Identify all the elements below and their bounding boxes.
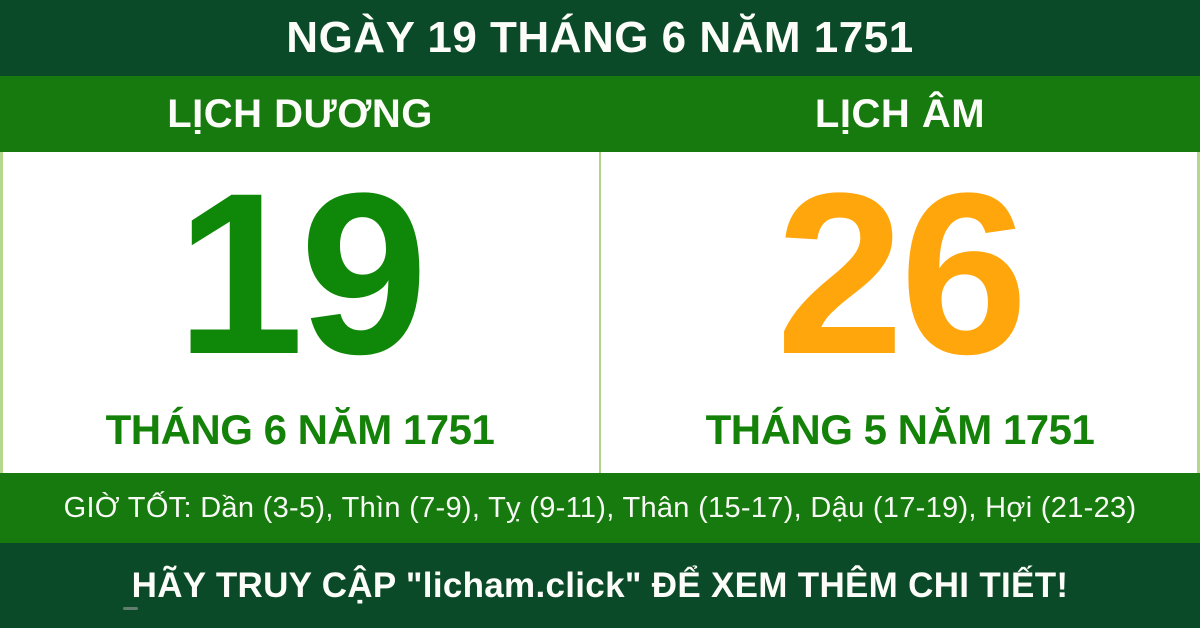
solar-panel: 19 THÁNG 6 NĂM 1751 [0,152,600,473]
lunar-calendar-label: LỊCH ÂM [814,91,986,136]
solar-day-number: 19 [176,145,428,402]
solar-calendar-header: LỊCH DƯƠNG [0,76,600,152]
solar-month-year: THÁNG 6 NĂM 1751 [105,406,495,453]
good-hours-bar: GIỜ TỐT: Dần (3-5), Thìn (7-9), Tỵ (9-11… [0,473,1200,543]
calendar-type-header: LỊCH DƯƠNG LỊCH ÂM [0,76,1200,152]
lunar-month-year: THÁNG 5 NĂM 1751 [705,406,1095,453]
artifact-mark [123,607,138,610]
calendar-panels: 19 THÁNG 6 NĂM 1751 26 THÁNG 5 NĂM 1751 [0,152,1200,610]
lunar-calendar-header: LỊCH ÂM [600,76,1200,152]
lunar-panel: 26 THÁNG 5 NĂM 1751 [600,152,1200,473]
date-title-banner: NGÀY 19 THÁNG 6 NĂM 1751 [0,0,1200,76]
right-edge-strip [1197,152,1200,473]
left-edge-strip [0,152,3,473]
footer-cta-banner: HÃY TRUY CẬP "licham.click" ĐỂ XEM THÊM … [0,543,1200,628]
panel-divider [599,152,601,473]
lunar-day-number: 26 [776,145,1028,402]
footer-cta-text: HÃY TRUY CẬP "licham.click" ĐỂ XEM THÊM … [131,565,1069,605]
page-title: NGÀY 19 THÁNG 6 NĂM 1751 [286,13,914,62]
good-hours-text: GIỜ TỐT: Dần (3-5), Thìn (7-9), Tỵ (9-11… [63,491,1137,524]
solar-calendar-label: LỊCH DƯƠNG [167,91,433,136]
